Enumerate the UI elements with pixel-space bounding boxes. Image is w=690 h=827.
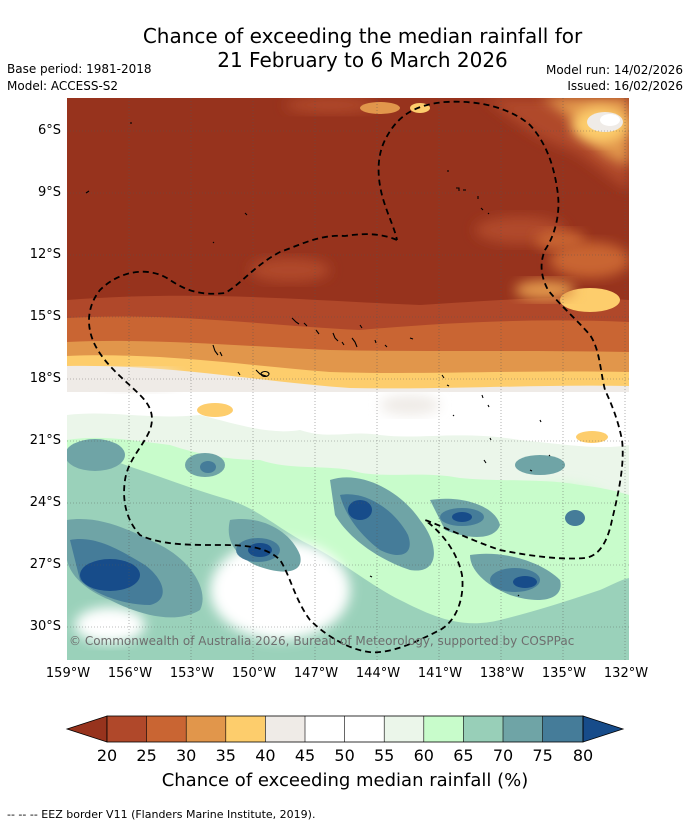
colorbar-tick-label: 25 (136, 746, 157, 765)
lon-tick-label: 150°W (231, 666, 277, 681)
colorbar-tick-label: 40 (255, 746, 276, 765)
colorbar-tick-label: 30 (176, 746, 197, 765)
lat-tick-label: 6°S (37, 123, 61, 138)
lon-tick-label: 141°W (417, 666, 463, 681)
lon-tick-label: 132°W (603, 666, 649, 681)
colorbar-tick-label: 80 (572, 746, 594, 765)
lon-tick-label: 147°W (293, 666, 339, 681)
colorbar-tick-label: 45 (294, 746, 316, 765)
lat-tick-label: 27°S (29, 557, 61, 572)
lat-tick-label: 30°S (29, 619, 61, 634)
lat-tick-label: 18°S (29, 371, 61, 386)
colorbar-tick-label: 20 (96, 746, 118, 765)
colorbar-tick-label: 55 (374, 746, 395, 765)
colorbar-tick-label: 65 (453, 746, 474, 765)
map-title-line2: 21 February to 6 March 2026 (217, 48, 508, 72)
issued-date: Issued: 16/02/2026 (567, 79, 683, 93)
lat-tick-label: 24°S (29, 495, 61, 510)
lat-tick-label: 15°S (29, 309, 61, 324)
base-period: Base period: 1981-2018 (7, 62, 152, 76)
colorbar-tick-label: 35 (215, 746, 236, 765)
model-run-date: Model run: 14/02/2026 (545, 63, 683, 77)
lon-tick-label: 138°W (479, 666, 525, 681)
probability-field (67, 98, 629, 660)
colorbar-label: Chance of exceeding median rainfall (%) (161, 770, 529, 791)
colorbar-tick-label: 60 (413, 746, 434, 765)
lon-tick-label: 153°W (169, 666, 215, 681)
lat-tick-label: 9°S (37, 185, 61, 200)
eez-footnote: -- -- -- EEZ border V11 (Flanders Marine… (7, 808, 316, 821)
lat-tick-label: 21°S (29, 433, 61, 448)
lon-tick-label: 135°W (541, 666, 587, 681)
lon-tick-label: 159°W (45, 666, 91, 681)
model-name: Model: ACCESS-S2 (7, 79, 119, 93)
map-title-line1: Chance of exceeding the median rainfall … (142, 24, 583, 48)
lon-tick-label: 156°W (107, 666, 153, 681)
lon-tick-label: 144°W (355, 666, 401, 681)
colorbar-tick-label: 75 (532, 746, 553, 765)
islands (85, 122, 551, 597)
colorbar-tick-label: 70 (492, 746, 514, 765)
colorbar-tick-label: 50 (334, 746, 355, 765)
lat-tick-label: 12°S (29, 247, 61, 262)
colorbar (65, 715, 625, 743)
copyright-notice: © Commonwealth of Australia 2026, Bureau… (69, 634, 575, 648)
